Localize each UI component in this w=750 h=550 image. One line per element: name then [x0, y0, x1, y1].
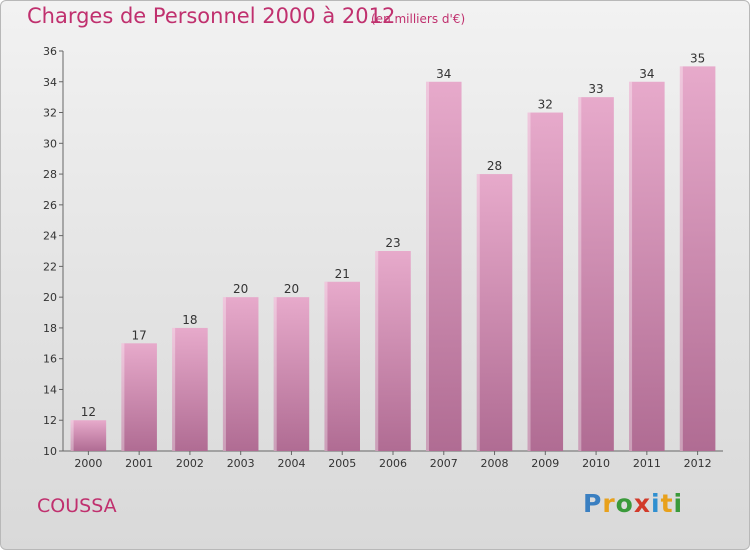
- logo-letter: r: [602, 489, 616, 518]
- bar-highlight: [629, 81, 633, 452]
- logo-letter: x: [633, 489, 651, 518]
- bar-2009: [527, 112, 564, 452]
- bar-highlight: [679, 66, 683, 451]
- x-tick-label-2009: 2009: [531, 457, 559, 470]
- x-tick-label-2008: 2008: [481, 457, 509, 470]
- bar-2004: [273, 297, 310, 451]
- y-tick-label: 16: [43, 353, 57, 366]
- y-tick-label: 26: [43, 199, 57, 212]
- bar-2010: [578, 97, 614, 452]
- bar-highlight: [70, 420, 74, 451]
- bar-highlight: [121, 343, 125, 451]
- y-tick-label: 36: [43, 45, 57, 58]
- chart-subtitle: (en milliers d'€): [371, 12, 466, 26]
- bar-highlight: [527, 112, 531, 452]
- proxiti-logo[interactable]: Proxiti: [583, 489, 683, 518]
- value-label-2002: 18: [182, 313, 197, 327]
- logo-letter: P: [583, 489, 603, 518]
- x-tick-label-2010: 2010: [582, 457, 610, 470]
- x-tick-label-2003: 2003: [227, 457, 255, 470]
- value-label-2012: 35: [690, 51, 705, 65]
- bar-2003: [222, 297, 259, 451]
- y-tick-label: 14: [43, 383, 57, 396]
- y-tick-label: 20: [43, 291, 57, 304]
- chart-title: Charges de Personnel 2000 à 2012: [27, 4, 396, 28]
- logo-letter: i: [651, 489, 661, 518]
- y-tick-label: 34: [43, 76, 57, 89]
- logo-letter: t: [660, 489, 674, 518]
- value-label-2000: 12: [81, 405, 96, 419]
- x-tick-label-2007: 2007: [430, 457, 458, 470]
- y-tick-label: 32: [43, 107, 57, 120]
- bar-highlight: [578, 97, 582, 452]
- bar-2006: [375, 251, 411, 451]
- bar-2011: [629, 81, 665, 452]
- bar-2000: [70, 420, 107, 451]
- y-tick-label: 24: [43, 230, 57, 243]
- bar-highlight: [426, 81, 429, 452]
- bar-2008: [476, 174, 513, 452]
- y-tick-label: 30: [43, 137, 57, 150]
- bar-2002: [172, 327, 208, 451]
- x-tick-label-2000: 2000: [74, 457, 102, 470]
- logo-letter: i: [673, 489, 684, 518]
- value-label-2005: 21: [335, 267, 350, 281]
- x-tick-label-2005: 2005: [328, 457, 356, 470]
- value-label-2010: 33: [588, 82, 603, 96]
- value-label-2001: 17: [132, 328, 147, 342]
- y-tick-label: 22: [43, 260, 57, 273]
- value-label-2004: 20: [284, 282, 299, 296]
- city-name: COUSSA: [37, 495, 117, 517]
- value-label-2007: 34: [436, 67, 451, 81]
- value-label-2008: 28: [487, 159, 502, 173]
- x-tick-label-2002: 2002: [176, 457, 204, 470]
- bar-2007: [426, 81, 462, 452]
- bar-2005: [324, 281, 360, 451]
- x-tick-label-2012: 2012: [684, 457, 712, 470]
- bar-highlight: [172, 327, 176, 451]
- x-tick-label-2001: 2001: [125, 457, 153, 470]
- x-tick-label-2004: 2004: [277, 457, 305, 470]
- value-label-2006: 23: [385, 236, 400, 250]
- value-label-2009: 32: [538, 98, 553, 112]
- y-tick-label: 28: [43, 168, 57, 181]
- x-tick-label-2011: 2011: [633, 457, 661, 470]
- y-tick-label: 12: [43, 414, 57, 427]
- value-label-2003: 20: [233, 282, 248, 296]
- bar-highlight: [324, 281, 328, 451]
- bar-highlight: [476, 174, 480, 452]
- bar-highlight: [222, 297, 226, 451]
- bar-highlight: [273, 297, 277, 451]
- logo-letter: o: [615, 489, 634, 518]
- x-tick-label-2006: 2006: [379, 457, 407, 470]
- bar-2012: [679, 66, 716, 451]
- y-tick-label: 10: [43, 445, 57, 458]
- value-label-2011: 34: [639, 67, 654, 81]
- bar-2001: [121, 343, 157, 451]
- bar-highlight: [375, 251, 379, 451]
- y-tick-label: 18: [43, 322, 57, 335]
